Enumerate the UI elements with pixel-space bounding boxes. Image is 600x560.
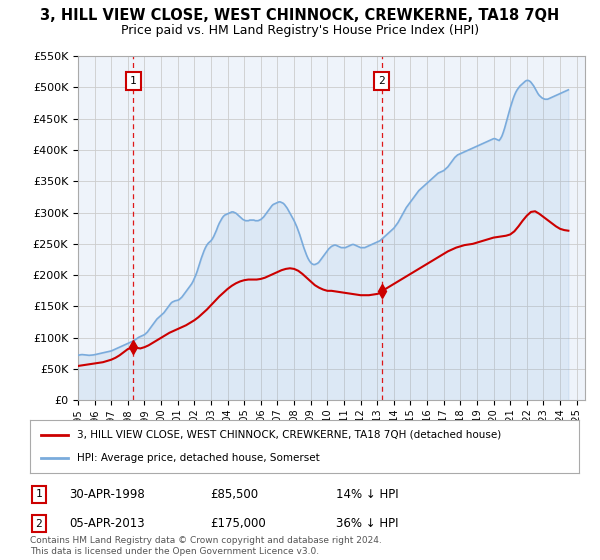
Text: 1: 1 xyxy=(130,76,137,86)
Text: 05-APR-2013: 05-APR-2013 xyxy=(69,517,145,530)
Text: Price paid vs. HM Land Registry's House Price Index (HPI): Price paid vs. HM Land Registry's House … xyxy=(121,24,479,36)
Text: 36% ↓ HPI: 36% ↓ HPI xyxy=(336,517,398,530)
Text: £175,000: £175,000 xyxy=(210,517,266,530)
Text: Contains HM Land Registry data © Crown copyright and database right 2024.
This d: Contains HM Land Registry data © Crown c… xyxy=(30,536,382,556)
Text: 1: 1 xyxy=(35,489,43,500)
Text: 3, HILL VIEW CLOSE, WEST CHINNOCK, CREWKERNE, TA18 7QH: 3, HILL VIEW CLOSE, WEST CHINNOCK, CREWK… xyxy=(40,8,560,24)
Text: HPI: Average price, detached house, Somerset: HPI: Average price, detached house, Some… xyxy=(77,453,319,463)
Text: 30-APR-1998: 30-APR-1998 xyxy=(69,488,145,501)
Text: 3, HILL VIEW CLOSE, WEST CHINNOCK, CREWKERNE, TA18 7QH (detached house): 3, HILL VIEW CLOSE, WEST CHINNOCK, CREWK… xyxy=(77,430,501,440)
Text: 2: 2 xyxy=(35,519,43,529)
Text: £85,500: £85,500 xyxy=(210,488,258,501)
Text: 14% ↓ HPI: 14% ↓ HPI xyxy=(336,488,398,501)
Text: 2: 2 xyxy=(379,76,385,86)
